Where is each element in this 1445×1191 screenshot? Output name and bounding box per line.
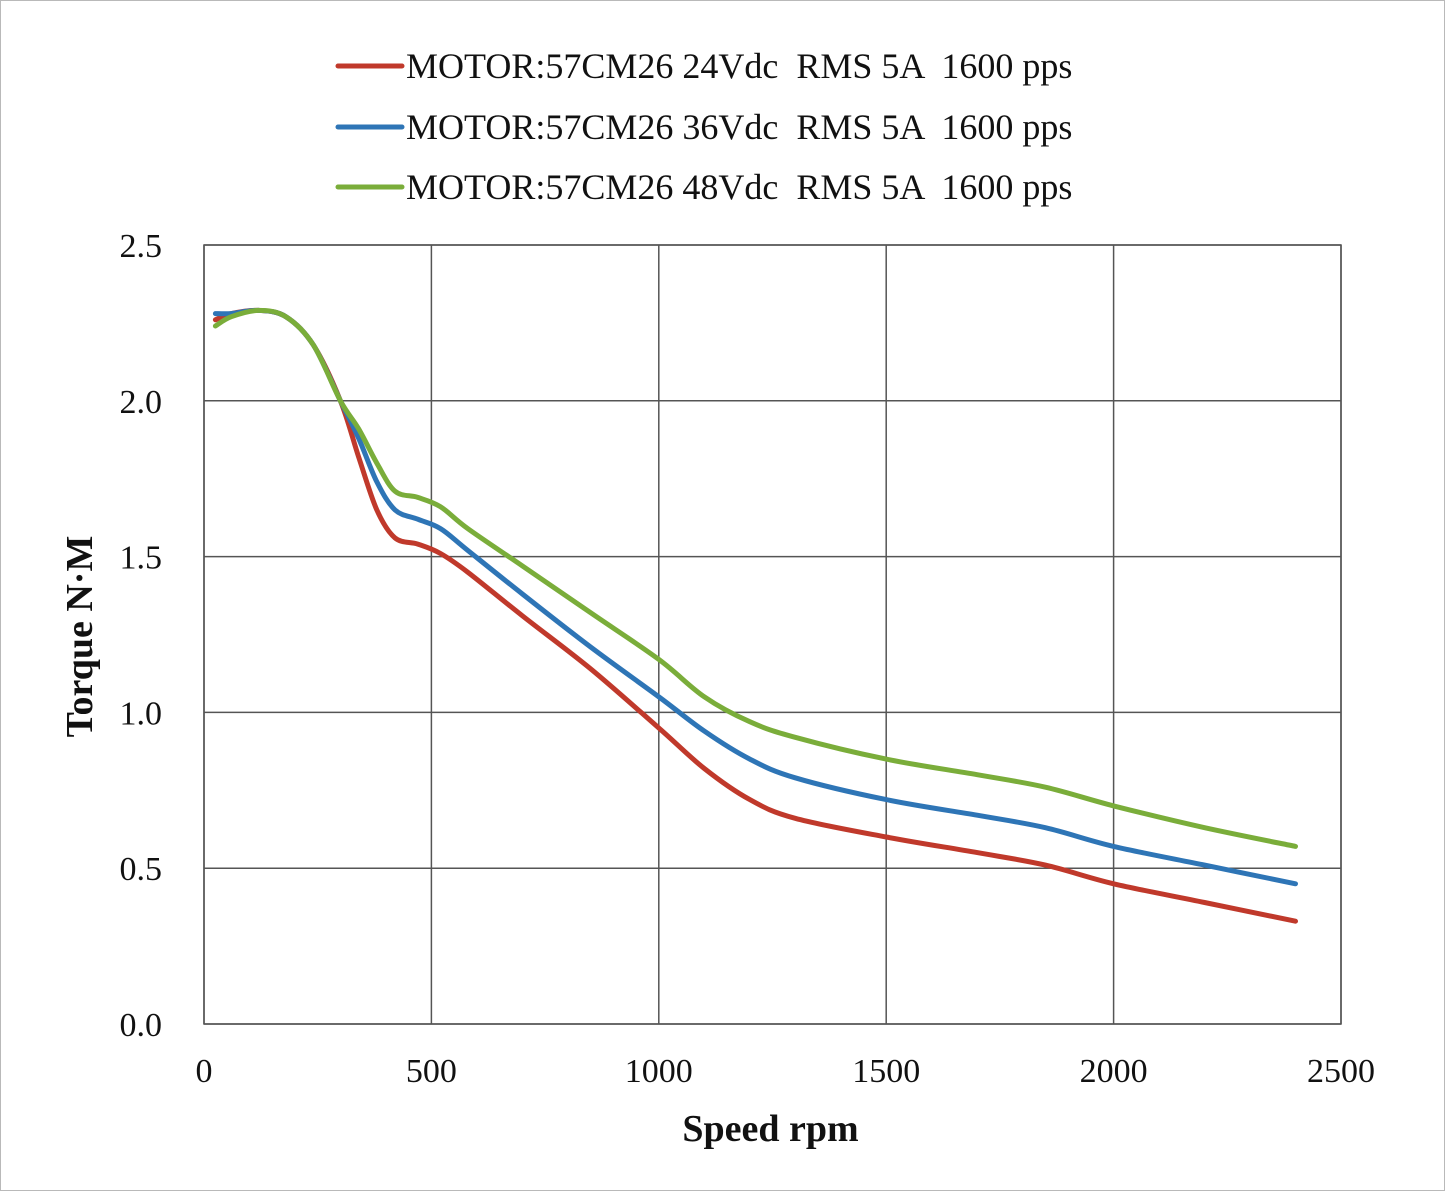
x-tick-label: 2500 [1307,1053,1375,1090]
legend: MOTOR:57CM26 24Vdc RMS 5A 1600 pps MOTOR:… [335,46,1072,207]
y-axis-title: Torque N·M [59,536,101,738]
y-tick-label: 2.5 [120,228,163,265]
y-tick-label: 1.5 [120,540,163,577]
legend-label-3: MOTOR:57CM26 48Vdc RMS 5A 1600 pps [406,167,1072,207]
legend-label-2: MOTOR:57CM26 36Vdc RMS 5A 1600 pps [406,107,1072,147]
y-tick-label: 2.0 [120,384,163,421]
series-layer [212,307,1298,924]
y-tick-label: 0.0 [120,1007,163,1044]
series-line-2 [212,307,1298,887]
y-tick-label: 1.0 [120,695,163,732]
x-tick-label: 0 [196,1053,213,1090]
x-tick-label: 1500 [852,1053,920,1090]
plot-area-border [203,244,1342,1025]
x-tick-label: 2000 [1080,1053,1148,1090]
series-line-1 [212,307,1298,924]
legend-label-1: MOTOR:57CM26 24Vdc RMS 5A 1600 pps [406,46,1072,86]
grid-lines [203,244,1342,1025]
x-tick-label: 500 [406,1053,457,1090]
series-line-3 [212,307,1298,849]
x-axis-title: Speed rpm [682,1108,858,1150]
y-axis-ticks: 0.0 0.5 1.0 1.5 2.0 2.5 [120,228,163,1044]
y-tick-label: 0.5 [120,851,163,888]
x-tick-label: 1000 [625,1053,693,1090]
x-axis-ticks: 0 500 1000 1500 2000 2500 [196,1053,1376,1090]
